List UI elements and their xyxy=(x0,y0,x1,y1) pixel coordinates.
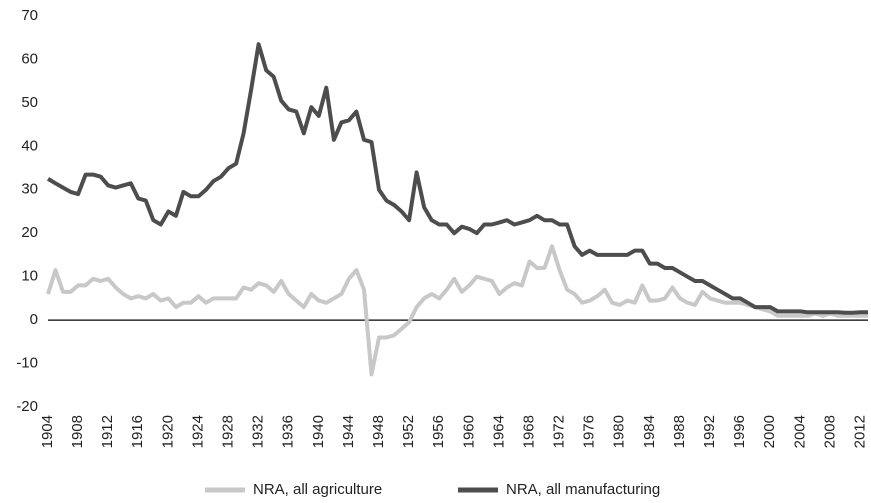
series-line xyxy=(46,244,868,377)
x-tick-label: 1932 xyxy=(250,415,267,448)
y-tick-label: 60 xyxy=(21,50,38,67)
y-tick-label: 50 xyxy=(21,94,38,111)
y-tick-label: 30 xyxy=(21,181,38,198)
x-tick-label: 1976 xyxy=(581,415,598,448)
x-tick-label: 1904 xyxy=(39,415,56,448)
x-tick-label: 1936 xyxy=(280,415,297,448)
x-tick-label: 2012 xyxy=(851,415,868,448)
x-tick-label: 1964 xyxy=(490,415,507,448)
x-tick-label: 2008 xyxy=(821,415,838,448)
legend-label: NRA, all manufacturing xyxy=(506,481,660,498)
y-tick-label: -20 xyxy=(16,398,38,415)
x-tick-label: 1996 xyxy=(731,415,748,448)
y-tick-label: 70 xyxy=(21,7,38,24)
x-tick-label: 1940 xyxy=(310,415,327,448)
x-tick-label: 2004 xyxy=(791,415,808,448)
x-tick-label: 1980 xyxy=(611,415,628,448)
x-tick-label: 1948 xyxy=(370,415,387,448)
x-tick-label: 2000 xyxy=(761,415,778,448)
x-tick-label: 1992 xyxy=(701,415,718,448)
x-tick-label: 1968 xyxy=(520,415,537,448)
y-tick-label: 10 xyxy=(21,268,38,285)
x-tick-label: 1912 xyxy=(99,415,116,448)
x-tick-label: 1984 xyxy=(641,415,658,448)
x-tick-label: 1988 xyxy=(671,415,688,448)
series-line xyxy=(46,42,868,315)
y-tick-label: 0 xyxy=(30,311,38,328)
x-tick-label: 1920 xyxy=(159,415,176,448)
x-tick-label: 1972 xyxy=(551,415,568,448)
x-tick-label: 1928 xyxy=(220,415,237,448)
x-tick-label: 1956 xyxy=(430,415,447,448)
y-tick-label: 20 xyxy=(21,224,38,241)
x-tick-label: 1908 xyxy=(69,415,86,448)
legend-label: NRA, all agriculture xyxy=(253,481,382,498)
y-tick-label: -10 xyxy=(16,355,38,372)
x-tick-label: 1916 xyxy=(129,415,146,448)
x-tick-label: 1924 xyxy=(189,415,206,448)
x-tick-label: 1960 xyxy=(460,415,477,448)
y-tick-label: 40 xyxy=(21,137,38,154)
x-tick-label: 1952 xyxy=(400,415,417,448)
x-tick-label: 1944 xyxy=(340,415,357,448)
